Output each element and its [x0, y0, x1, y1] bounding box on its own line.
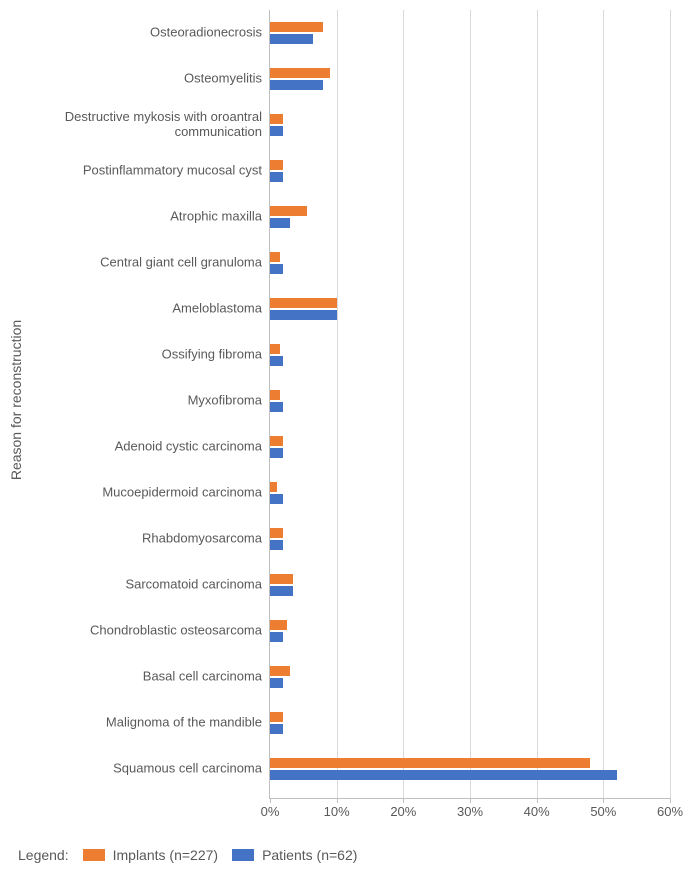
y-axis-title-container: Reason for reconstruction	[6, 0, 26, 800]
x-tick-label: 0%	[261, 798, 280, 819]
bar-patients	[270, 80, 323, 90]
legend: Legend: Implants (n=227) Patients (n=62)	[18, 847, 357, 863]
chart-container: Reason for reconstruction 0%10%20%30%40%…	[0, 0, 685, 877]
bar-implants	[270, 206, 307, 216]
category-label: Squamous cell carcinoma	[30, 762, 270, 777]
bar-patients	[270, 632, 283, 642]
category-label: Osteoradionecrosis	[30, 26, 270, 41]
category-group: Central giant cell granuloma	[270, 240, 670, 286]
category-group: Osteoradionecrosis	[270, 10, 670, 56]
category-group: Destructive mykosis with oroantral commu…	[270, 102, 670, 148]
category-group: Mucoepidermoid carcinoma	[270, 470, 670, 516]
category-group: Adenoid cystic carcinoma	[270, 424, 670, 470]
bar-implants	[270, 758, 590, 768]
category-label: Atrophic maxilla	[30, 210, 270, 225]
bar-implants	[270, 666, 290, 676]
category-group: Rhabdomyosarcoma	[270, 516, 670, 562]
bar-patients	[270, 310, 337, 320]
category-label: Ameloblastoma	[30, 302, 270, 317]
bar-patients	[270, 402, 283, 412]
x-tick-label: 30%	[457, 798, 483, 819]
category-group: Ameloblastoma	[270, 286, 670, 332]
category-label: Central giant cell granuloma	[30, 256, 270, 271]
bar-implants	[270, 160, 283, 170]
bar-implants	[270, 712, 283, 722]
x-tick-label: 50%	[590, 798, 616, 819]
category-group: Myxofibroma	[270, 378, 670, 424]
category-group: Basal cell carcinoma	[270, 654, 670, 700]
plot-area: 0%10%20%30%40%50%60%OsteoradionecrosisOs…	[270, 10, 670, 798]
category-group: Sarcomatoid carcinoma	[270, 562, 670, 608]
bar-implants	[270, 436, 283, 446]
y-axis-title: Reason for reconstruction	[8, 320, 24, 480]
bar-implants	[270, 298, 337, 308]
bar-patients	[270, 218, 290, 228]
bar-patients	[270, 34, 313, 44]
category-group: Atrophic maxilla	[270, 194, 670, 240]
grid-line	[670, 10, 671, 798]
legend-prefix: Legend:	[18, 847, 69, 863]
category-label: Ossifying fibroma	[30, 348, 270, 363]
category-label: Sarcomatoid carcinoma	[30, 578, 270, 593]
bar-implants	[270, 252, 280, 262]
bar-patients	[270, 126, 283, 136]
category-group: Osteomyelitis	[270, 56, 670, 102]
category-label: Myxofibroma	[30, 394, 270, 409]
category-label: Destructive mykosis with oroantral commu…	[30, 110, 270, 140]
bar-implants	[270, 574, 293, 584]
bar-patients	[270, 724, 283, 734]
x-tick-label: 60%	[657, 798, 683, 819]
bar-patients	[270, 586, 293, 596]
bar-implants	[270, 390, 280, 400]
category-group: Postinflammatory mucosal cyst	[270, 148, 670, 194]
legend-label-implants: Implants (n=227)	[113, 847, 218, 863]
category-group: Ossifying fibroma	[270, 332, 670, 378]
bar-patients	[270, 448, 283, 458]
category-label: Postinflammatory mucosal cyst	[30, 164, 270, 179]
bar-implants	[270, 68, 330, 78]
legend-item-patients: Patients (n=62)	[232, 847, 357, 863]
bar-implants	[270, 528, 283, 538]
category-label: Basal cell carcinoma	[30, 670, 270, 685]
category-label: Malignoma of the mandible	[30, 716, 270, 731]
x-tick-label: 40%	[524, 798, 550, 819]
category-label: Rhabdomyosarcoma	[30, 532, 270, 547]
category-label: Mucoepidermoid carcinoma	[30, 486, 270, 501]
x-tick-label: 10%	[324, 798, 350, 819]
bar-implants	[270, 620, 287, 630]
category-group: Chondroblastic osteosarcoma	[270, 608, 670, 654]
legend-label-patients: Patients (n=62)	[262, 847, 357, 863]
bar-patients	[270, 678, 283, 688]
bar-patients	[270, 770, 617, 780]
bar-implants	[270, 22, 323, 32]
legend-swatch-implants	[83, 849, 105, 861]
legend-item-implants: Implants (n=227)	[83, 847, 218, 863]
category-group: Squamous cell carcinoma	[270, 746, 670, 792]
bar-patients	[270, 540, 283, 550]
bar-patients	[270, 356, 283, 366]
legend-swatch-patients	[232, 849, 254, 861]
category-label: Adenoid cystic carcinoma	[30, 440, 270, 455]
bar-implants	[270, 344, 280, 354]
bar-patients	[270, 172, 283, 182]
bar-patients	[270, 494, 283, 504]
category-label: Osteomyelitis	[30, 72, 270, 87]
bar-patients	[270, 264, 283, 274]
category-group: Malignoma of the mandible	[270, 700, 670, 746]
bar-implants	[270, 114, 283, 124]
bar-implants	[270, 482, 277, 492]
category-label: Chondroblastic osteosarcoma	[30, 624, 270, 639]
x-tick-label: 20%	[390, 798, 416, 819]
